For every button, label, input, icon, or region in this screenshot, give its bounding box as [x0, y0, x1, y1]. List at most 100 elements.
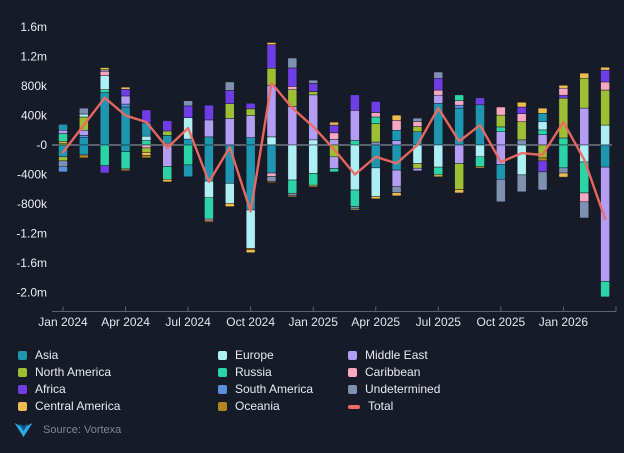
- y-axis-label: -2.0m: [16, 286, 47, 300]
- bar-segment: [225, 183, 235, 204]
- bar-apr-2024: [120, 86, 131, 172]
- bar-segment: [245, 108, 256, 116]
- bar-segment: [141, 144, 152, 149]
- bar-segment: [183, 144, 193, 166]
- bar-segment: [308, 173, 318, 186]
- bar-segment: [79, 135, 89, 138]
- bar-segment: [433, 174, 444, 177]
- legend-item-north-america[interactable]: North America: [18, 366, 218, 379]
- bar-segment: [371, 167, 381, 197]
- bar-segment: [79, 144, 89, 156]
- legend-item-oceania[interactable]: Oceania: [218, 400, 348, 413]
- legend-swatch-icon: [18, 368, 27, 377]
- bar-segment: [245, 209, 256, 249]
- legend-item-asia[interactable]: Asia: [18, 349, 218, 362]
- bar-segment: [496, 131, 506, 146]
- bar-segment: [245, 249, 256, 253]
- vortexa-logo-icon: [14, 423, 33, 437]
- bar-oct-2024: [245, 103, 256, 253]
- bar-segment: [391, 186, 402, 193]
- bar-segment: [600, 81, 610, 91]
- bar-segment: [225, 90, 235, 104]
- bar-segment: [391, 169, 402, 187]
- legend-swatch-icon: [18, 402, 27, 411]
- bar-segment: [371, 112, 381, 118]
- bar-segment: [558, 137, 569, 146]
- bar-segment: [287, 57, 298, 69]
- bar-segment: [287, 195, 298, 197]
- bar-segment: [308, 91, 318, 96]
- x-axis-label: Apr 2024: [101, 315, 150, 329]
- bar-segment: [350, 94, 360, 111]
- bar-segment: [391, 130, 402, 141]
- bar-segment: [287, 67, 298, 87]
- bar-segment: [287, 193, 298, 196]
- bar-segment: [600, 89, 610, 126]
- x-axis-label: Jan 2026: [539, 315, 589, 329]
- legend-swatch-icon: [348, 385, 357, 394]
- bar-segment: [287, 179, 298, 194]
- bar-segment: [99, 89, 110, 93]
- bar-segment: [350, 140, 360, 146]
- bar-segment: [496, 126, 506, 132]
- legend-item-middle-east[interactable]: Middle East: [348, 349, 612, 362]
- legend-item-central-america[interactable]: Central America: [18, 400, 218, 413]
- x-axis-label: Oct 2024: [226, 315, 275, 329]
- bar-segment: [266, 172, 277, 177]
- legend-item-russia[interactable]: Russia: [218, 366, 348, 379]
- bar-segment: [391, 144, 402, 171]
- bar-feb-2026: [579, 72, 589, 219]
- bar-segment: [558, 172, 569, 178]
- bar-segment: [558, 94, 569, 99]
- legend-item-caribbean[interactable]: Caribbean: [348, 366, 612, 379]
- bar-segment: [412, 167, 423, 172]
- bar-segment: [433, 94, 444, 104]
- bar-segment: [391, 140, 402, 146]
- bar-segment: [141, 140, 152, 146]
- bar-segment: [225, 81, 235, 91]
- bar-dec-2024: [287, 57, 298, 197]
- bar-segment: [99, 75, 110, 90]
- legend-item-south-america[interactable]: South America: [218, 383, 348, 396]
- legend-swatch-icon: [218, 351, 227, 360]
- bar-segment: [579, 107, 589, 146]
- bar-segment: [162, 179, 172, 183]
- bar-segment: [183, 105, 193, 118]
- bar-segment: [162, 120, 172, 132]
- bar-segment: [204, 197, 214, 220]
- bar-segment: [58, 130, 68, 134]
- bar-jun-2024: [162, 120, 172, 183]
- x-axis-label: Jan 2025: [289, 315, 339, 329]
- bar-segment: [600, 124, 610, 146]
- bar-segment: [266, 136, 277, 146]
- bar-segment: [350, 206, 360, 210]
- legend-label: Russia: [235, 365, 272, 379]
- bar-aug-2025: [454, 94, 464, 194]
- bar-segment: [120, 151, 131, 170]
- bar-segment: [412, 126, 423, 132]
- bar-jan-2025: [308, 79, 318, 187]
- bar-segment: [162, 135, 172, 144]
- legend-item-europe[interactable]: Europe: [218, 349, 348, 362]
- bar-segment: [475, 156, 485, 167]
- bar-segment: [433, 144, 444, 168]
- legend-item-undetermined[interactable]: Undetermined: [348, 383, 612, 396]
- legend-item-total[interactable]: Total: [348, 400, 612, 413]
- bar-segment: [516, 121, 527, 141]
- legend-item-africa[interactable]: Africa: [18, 383, 218, 396]
- bar-segment: [579, 72, 589, 79]
- bar-segment: [287, 86, 298, 90]
- bar-segment: [371, 123, 381, 143]
- legend-label: Europe: [235, 348, 274, 362]
- bar-segment: [454, 163, 464, 190]
- bar-segment: [266, 42, 277, 45]
- bar-segment: [120, 95, 131, 105]
- bar-segment: [454, 189, 464, 194]
- bar-segment: [412, 117, 423, 123]
- bar-segment: [329, 168, 339, 173]
- bar-sep-2024: [225, 81, 235, 207]
- bar-segment: [99, 165, 110, 174]
- bar-segment: [225, 118, 235, 146]
- bar-segment: [204, 220, 214, 223]
- bar-segment: [308, 83, 318, 92]
